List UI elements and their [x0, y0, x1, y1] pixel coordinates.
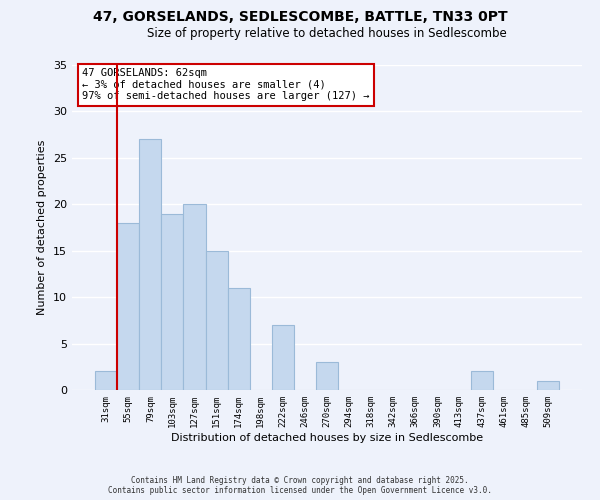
Bar — [139, 140, 161, 390]
Bar — [227, 288, 250, 390]
Bar — [206, 250, 227, 390]
Bar — [117, 223, 139, 390]
Text: 47, GORSELANDS, SEDLESCOMBE, BATTLE, TN33 0PT: 47, GORSELANDS, SEDLESCOMBE, BATTLE, TN3… — [92, 10, 508, 24]
Bar — [470, 372, 493, 390]
Title: Size of property relative to detached houses in Sedlescombe: Size of property relative to detached ho… — [147, 27, 507, 40]
X-axis label: Distribution of detached houses by size in Sedlescombe: Distribution of detached houses by size … — [171, 432, 483, 442]
Text: Contains HM Land Registry data © Crown copyright and database right 2025.
Contai: Contains HM Land Registry data © Crown c… — [108, 476, 492, 495]
Bar — [184, 204, 206, 390]
Bar — [272, 325, 294, 390]
Bar — [537, 380, 559, 390]
Text: 47 GORSELANDS: 62sqm
← 3% of detached houses are smaller (4)
97% of semi-detache: 47 GORSELANDS: 62sqm ← 3% of detached ho… — [82, 68, 370, 102]
Bar — [161, 214, 184, 390]
Bar — [95, 372, 117, 390]
Y-axis label: Number of detached properties: Number of detached properties — [37, 140, 47, 315]
Bar — [316, 362, 338, 390]
